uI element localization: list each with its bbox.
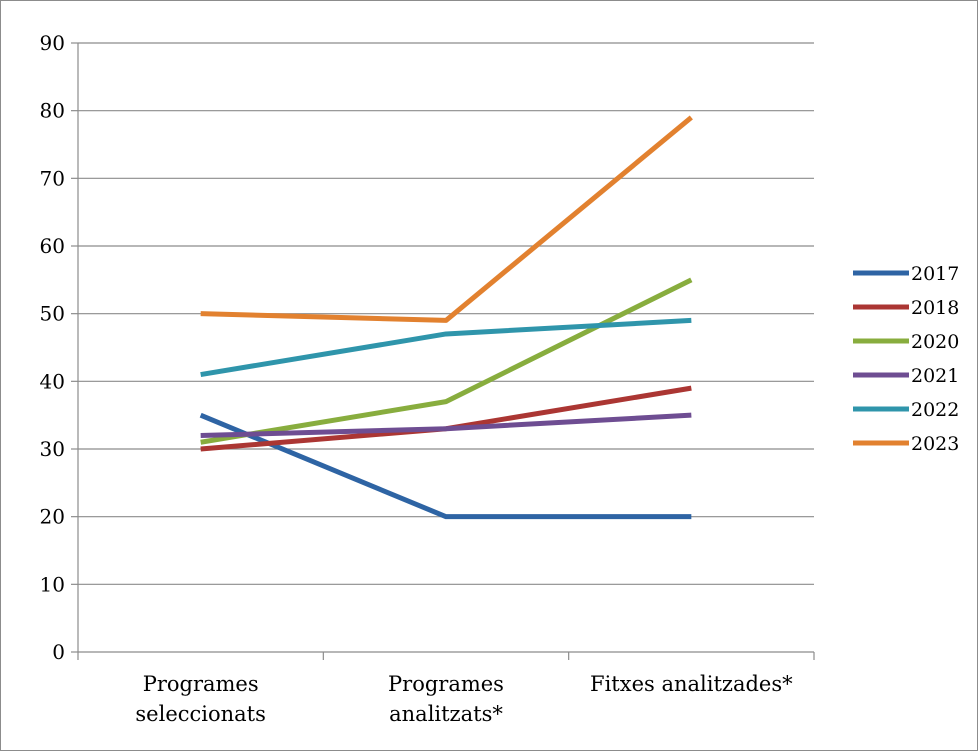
y-axis-tick-labels: 0 10 20 30 40 50 60 70 80 90 [40, 31, 65, 664]
legend-label-2017: 2017 [911, 263, 959, 285]
legend: 2017 2018 2020 2021 2022 2023 [853, 263, 959, 455]
y-tick-label-90: 90 [40, 31, 65, 55]
y-tick-label-0: 0 [52, 640, 65, 664]
series-line-2022 [200, 317, 692, 378]
legend-label-2022: 2022 [911, 399, 959, 421]
y-tick-label-70: 70 [40, 166, 65, 190]
series-line-2017 [199, 412, 692, 520]
y-tick-label-60: 60 [40, 234, 65, 258]
gridlines [78, 42, 814, 585]
y-tick-label-30: 30 [40, 437, 65, 461]
x-category-label-line: Programes [143, 672, 259, 696]
series-line-2021 [200, 412, 692, 438]
legend-label-2020: 2020 [911, 331, 959, 353]
x-category-label-1: Programes analitzats* [388, 672, 504, 726]
x-category-label-2: Fitxes analitzades* [590, 672, 793, 696]
legend-label-2021: 2021 [911, 365, 959, 387]
series-line-2020 [200, 277, 693, 445]
axes [71, 42, 815, 660]
x-axis-category-labels: Programes seleccionats Programes analitzats… [135, 672, 793, 726]
legend-label-2018: 2018 [911, 297, 959, 319]
x-category-label-line: analitzats* [389, 702, 503, 726]
x-category-label-line: Programes [388, 672, 504, 696]
x-category-label-line: seleccionats [135, 702, 266, 726]
x-category-label-line: Fitxes analitzades* [590, 672, 793, 696]
legend-label-2023: 2023 [911, 433, 959, 455]
y-tick-label-10: 10 [40, 572, 65, 596]
y-tick-label-50: 50 [40, 302, 65, 326]
x-category-label-0: Programes seleccionats [135, 672, 266, 726]
y-tick-label-40: 40 [40, 369, 65, 393]
y-tick-label-20: 20 [40, 505, 65, 529]
series-lines [199, 115, 693, 520]
y-tick-label-80: 80 [40, 99, 65, 123]
series-line-2023 [200, 115, 693, 323]
